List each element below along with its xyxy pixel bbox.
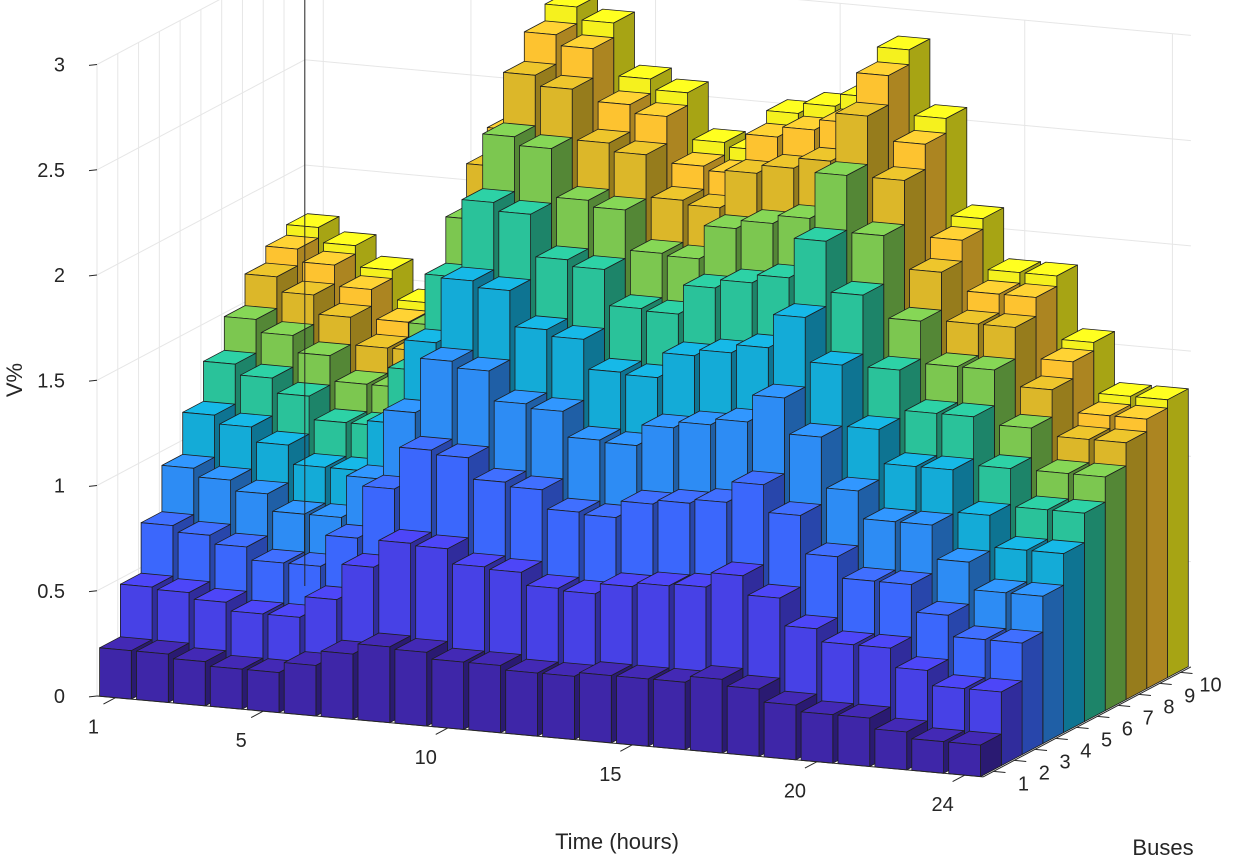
bar-front	[136, 650, 169, 703]
bar-front	[357, 643, 391, 724]
y-axis-line	[982, 666, 1192, 778]
bar-front	[763, 701, 797, 761]
bar-front	[283, 662, 317, 717]
y-tick-label: 9	[1184, 685, 1195, 707]
z-tick-label: 0	[54, 686, 65, 708]
bar-side	[1167, 388, 1189, 678]
bar-front	[172, 658, 206, 707]
z-gridline	[96, 0, 1191, 65]
bar-front	[616, 675, 649, 747]
bar-front	[689, 676, 723, 754]
y-tick-label: 3	[1059, 751, 1070, 773]
z-tick-label: 0.5	[37, 581, 65, 603]
bar-front	[837, 714, 871, 767]
bar-front	[653, 679, 686, 751]
bar-side	[1000, 680, 1023, 766]
bar-side	[1021, 631, 1044, 755]
z-tick	[88, 379, 98, 382]
y-axis-label: Buses	[1132, 835, 1193, 858]
x-tick	[103, 697, 116, 705]
z-tick-label: 1.5	[37, 370, 65, 392]
y-tick	[993, 770, 1006, 773]
z-tick	[88, 169, 98, 172]
y-tick-label: 4	[1080, 740, 1091, 762]
y-tick	[1014, 759, 1027, 762]
bar-front	[320, 650, 354, 720]
bar-front	[99, 647, 132, 700]
bar-side	[1084, 501, 1106, 722]
y-tick-label: 2	[1039, 762, 1050, 784]
bar-front	[431, 658, 465, 730]
bar-front	[394, 649, 428, 727]
x-tick	[435, 727, 448, 735]
bar-front	[800, 711, 834, 764]
bar: Bus 1, hour 24: 0.15	[948, 730, 1002, 777]
x-tick-label: 24	[931, 794, 953, 816]
x-tick-label: 5	[236, 730, 247, 752]
z-tick	[88, 64, 98, 66]
y-tick-label: 10	[1199, 674, 1221, 696]
bar-front	[726, 685, 760, 757]
bar-front	[468, 662, 501, 734]
bar-side	[1042, 584, 1064, 744]
y-tick-label: 1	[1018, 773, 1029, 795]
x-tick-label: 15	[599, 764, 621, 786]
bar-front	[579, 672, 612, 744]
y-tick-label: 6	[1122, 718, 1133, 740]
bar-front	[874, 728, 908, 771]
y-tick	[1034, 748, 1048, 751]
z-tick	[88, 274, 98, 277]
y-tick-label: 8	[1163, 696, 1174, 718]
z-axis-label: V%	[2, 363, 27, 397]
x-tick-label: 1	[88, 717, 99, 739]
bar-front	[505, 669, 538, 737]
bar-front	[911, 738, 944, 774]
y-tick-label: 5	[1101, 729, 1112, 751]
x-tick	[804, 761, 818, 769]
z-tick-label: 1	[54, 476, 65, 498]
y-tick	[1180, 671, 1193, 674]
bar-front	[209, 666, 243, 710]
x-axis-line	[96, 695, 984, 778]
x-axis-label: Time (hours)	[555, 829, 679, 854]
y-tick	[1159, 682, 1172, 685]
bar-side	[1104, 465, 1127, 711]
y-tick	[1055, 737, 1068, 740]
z-tick-label: 2.5	[37, 160, 65, 182]
bar-side	[1146, 407, 1168, 689]
x-tick-label: 10	[415, 747, 437, 769]
z-tick	[88, 590, 98, 593]
z-tick-label: 3	[54, 55, 65, 77]
bar-side	[1063, 542, 1085, 733]
y-tick-label: 7	[1143, 707, 1154, 729]
bar-front	[948, 741, 981, 777]
x-tick	[250, 710, 264, 719]
y-tick	[1097, 715, 1110, 718]
z-tick-label: 2	[54, 265, 65, 287]
x-tick-label: 20	[784, 781, 806, 803]
bar-side	[1125, 431, 1148, 700]
x-tick	[620, 744, 633, 752]
y-tick	[1118, 704, 1131, 707]
x-tick	[952, 774, 965, 783]
z-tick	[88, 695, 98, 698]
bar-front	[246, 669, 280, 713]
y-tick	[1076, 726, 1089, 729]
y-tick	[1138, 693, 1151, 696]
bars: Bus 10, hour 1: 1.77Bus 10, hour 2: 1.7B…	[99, 0, 1189, 777]
bar-front	[542, 673, 575, 740]
z-tick	[88, 485, 98, 487]
